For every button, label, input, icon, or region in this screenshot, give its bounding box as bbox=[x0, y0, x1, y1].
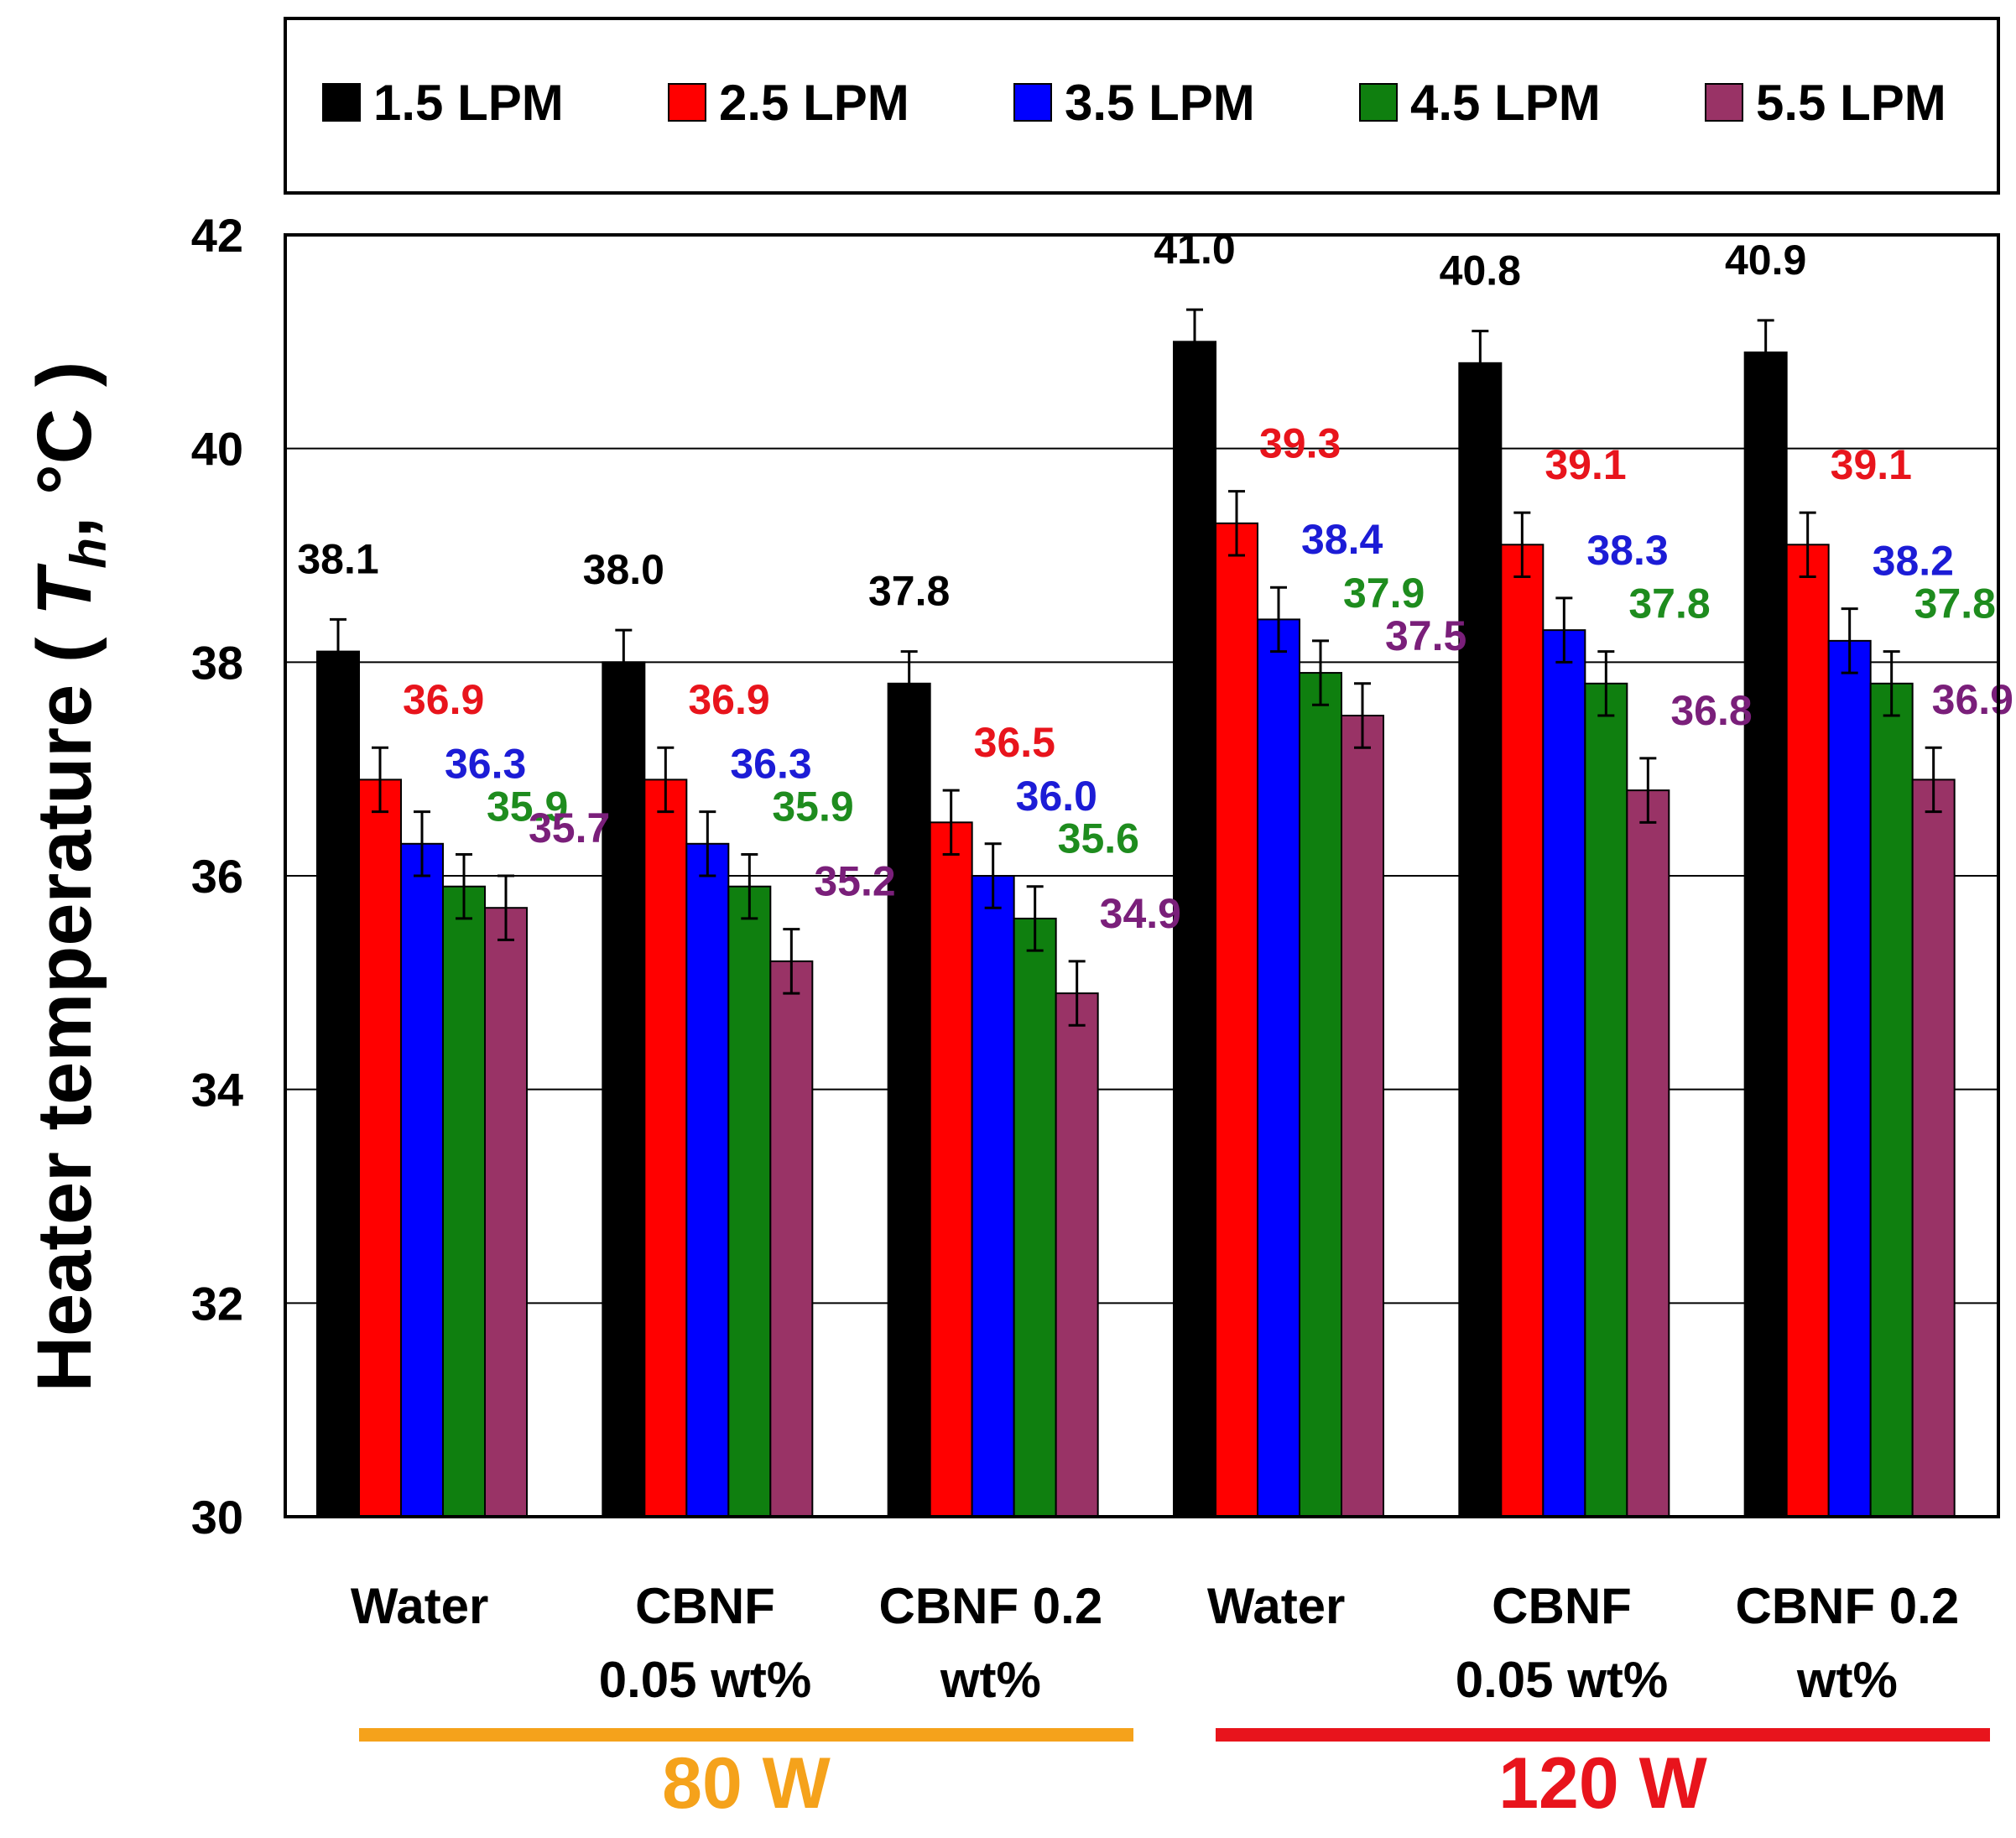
legend-swatch-2 bbox=[668, 83, 706, 122]
bar bbox=[887, 682, 931, 1518]
x-category-label: Water bbox=[1207, 1578, 1345, 1634]
bar bbox=[602, 661, 646, 1518]
bar bbox=[1626, 789, 1670, 1518]
legend-label-3: 3.5 LPM bbox=[1065, 75, 1255, 131]
data-label: 37.8 bbox=[868, 568, 950, 615]
group-label-1: 80 W bbox=[662, 1743, 831, 1824]
data-label: 39.3 bbox=[1259, 420, 1341, 467]
legend-label-5: 5.5 LPM bbox=[1756, 75, 1946, 131]
legend-swatch-3 bbox=[1013, 83, 1052, 122]
legend-label-1: 1.5 LPM bbox=[373, 75, 564, 131]
bar bbox=[1215, 522, 1258, 1518]
data-label: 37.8 bbox=[1628, 581, 1710, 627]
y-tick-label: 30 bbox=[191, 1491, 243, 1544]
bar bbox=[1869, 682, 1914, 1518]
bar bbox=[1299, 672, 1342, 1518]
bar bbox=[400, 842, 444, 1518]
y-tick-label: 34 bbox=[191, 1064, 243, 1117]
x-category-label: wt% bbox=[1796, 1652, 1898, 1708]
bar bbox=[1055, 992, 1099, 1518]
bar bbox=[1500, 544, 1545, 1518]
bar bbox=[685, 842, 730, 1518]
bar bbox=[971, 875, 1015, 1518]
data-label: 35.2 bbox=[814, 858, 895, 905]
data-label: 37.9 bbox=[1343, 570, 1425, 617]
plot-frame bbox=[284, 233, 2000, 1518]
y-axis-label: Heater temperature ( Th, °C ) bbox=[22, 362, 117, 1393]
data-label: 36.9 bbox=[1932, 676, 2013, 723]
x-category-label: CBNF bbox=[1492, 1578, 1632, 1634]
data-label: 37.8 bbox=[1914, 581, 1996, 627]
data-label: 38.0 bbox=[583, 546, 664, 593]
x-category-label: CBNF 0.2 bbox=[1735, 1578, 1959, 1634]
data-label: 38.2 bbox=[1873, 538, 1954, 585]
data-label: 36.3 bbox=[730, 741, 811, 788]
bar bbox=[1458, 362, 1503, 1518]
data-label: 38.1 bbox=[297, 535, 378, 582]
data-label: 37.5 bbox=[1385, 612, 1466, 659]
x-category-label: Water bbox=[351, 1578, 488, 1634]
bar bbox=[1911, 778, 1956, 1518]
data-label: 36.5 bbox=[974, 719, 1055, 766]
y-tick-label: 40 bbox=[191, 423, 243, 476]
bar bbox=[358, 778, 402, 1518]
data-label: 35.9 bbox=[772, 784, 853, 830]
bar bbox=[1257, 618, 1300, 1518]
bar bbox=[316, 650, 360, 1518]
y-tick-label: 36 bbox=[191, 850, 243, 903]
legend-swatch-1 bbox=[322, 83, 361, 122]
x-category-label: CBNF bbox=[635, 1578, 775, 1634]
legend-swatch-4 bbox=[1359, 83, 1398, 122]
bar bbox=[727, 885, 772, 1518]
bar bbox=[1827, 639, 1872, 1518]
bar bbox=[1785, 544, 1830, 1518]
bar bbox=[1542, 629, 1586, 1518]
data-label: 36.3 bbox=[445, 741, 526, 788]
bar bbox=[484, 907, 528, 1518]
data-label: 39.1 bbox=[1545, 441, 1626, 488]
x-category-label: CBNF 0.2 bbox=[878, 1578, 1102, 1634]
legend-label-4: 4.5 LPM bbox=[1410, 75, 1601, 131]
data-label: 36.9 bbox=[688, 676, 769, 723]
data-label: 36.8 bbox=[1670, 687, 1752, 734]
bar bbox=[769, 960, 814, 1518]
bar bbox=[643, 778, 688, 1518]
y-tick-label: 38 bbox=[191, 636, 243, 689]
legend-label-2: 2.5 LPM bbox=[719, 75, 909, 131]
group-label-2: 120 W bbox=[1498, 1743, 1707, 1824]
data-label: 36.0 bbox=[1016, 773, 1097, 820]
data-label: 35.9 bbox=[487, 784, 568, 830]
bar bbox=[1013, 917, 1057, 1518]
data-label: 38.3 bbox=[1586, 527, 1668, 574]
data-label: 35.6 bbox=[1058, 815, 1139, 862]
y-tick-label: 32 bbox=[191, 1277, 243, 1330]
data-label: 38.4 bbox=[1301, 516, 1383, 563]
data-label: 34.9 bbox=[1100, 890, 1181, 937]
bar bbox=[929, 821, 973, 1518]
data-label: 35.7 bbox=[529, 804, 610, 851]
bar bbox=[1743, 351, 1788, 1518]
x-category-label: 0.05 wt% bbox=[599, 1652, 811, 1708]
data-label: 40.9 bbox=[1725, 237, 1806, 284]
bar bbox=[442, 885, 486, 1518]
x-category-label: 0.05 wt% bbox=[1456, 1652, 1668, 1708]
bar bbox=[1341, 715, 1384, 1518]
y-tick-label: 42 bbox=[191, 209, 243, 262]
data-label: 36.9 bbox=[403, 676, 484, 723]
data-label: 41.0 bbox=[1154, 226, 1235, 273]
x-category-label: wt% bbox=[940, 1652, 1041, 1708]
bar bbox=[1584, 682, 1628, 1518]
data-label: 40.8 bbox=[1440, 247, 1521, 294]
legend-swatch-5 bbox=[1705, 83, 1743, 122]
data-label: 39.1 bbox=[1831, 441, 1912, 488]
